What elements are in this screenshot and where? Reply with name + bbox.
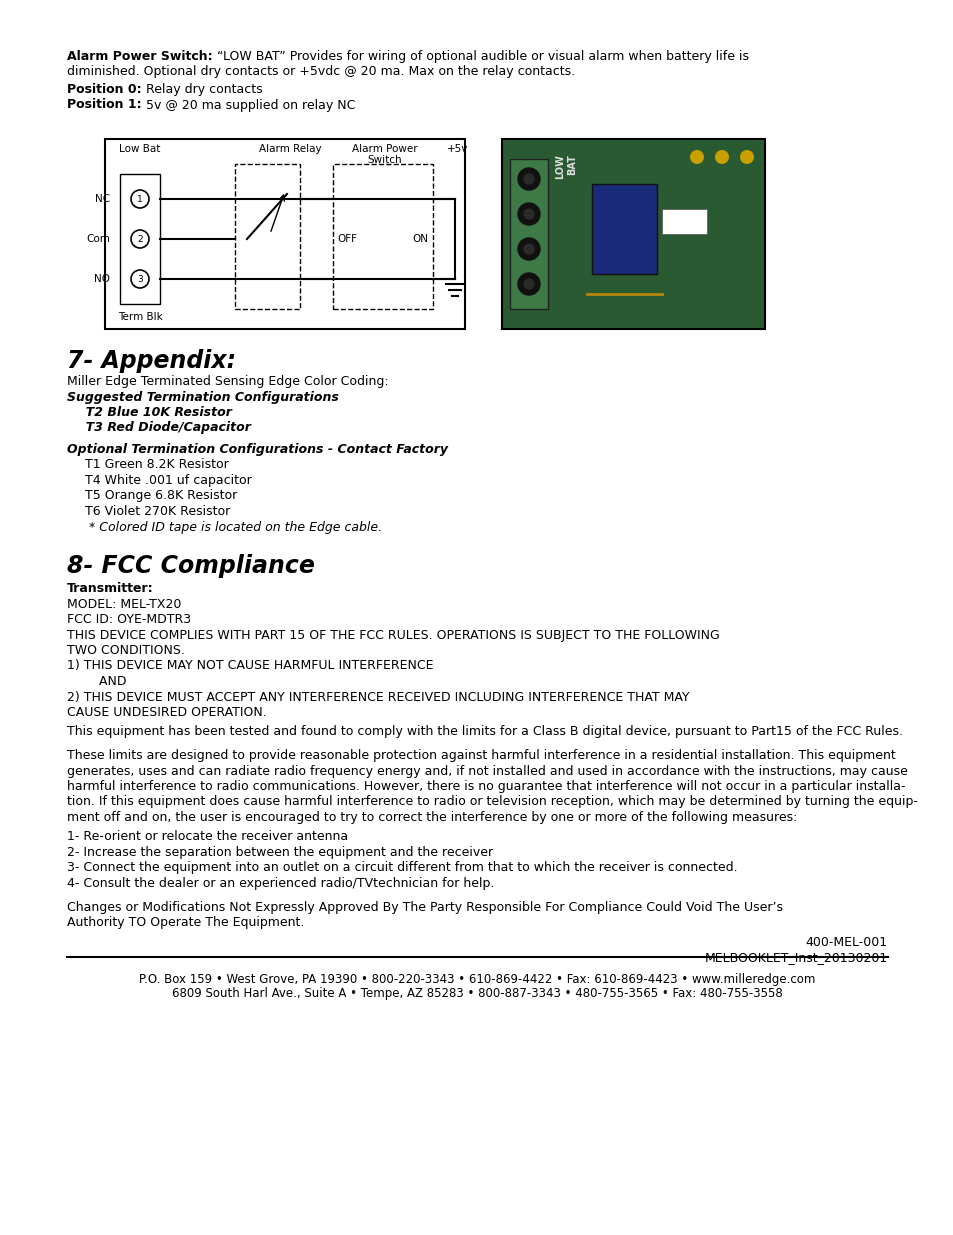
Circle shape [714,149,728,164]
Text: 1- Re-orient or relocate the receiver antenna: 1- Re-orient or relocate the receiver an… [67,830,348,844]
Text: generates, uses and can radiate radio frequency energy and, if not installed and: generates, uses and can radiate radio fr… [67,764,907,778]
Text: P.O. Box 159 • West Grove, PA 19390 • 800-220-3343 • 610-869-4422 • Fax: 610-869: P.O. Box 159 • West Grove, PA 19390 • 80… [139,973,814,986]
Text: Transmitter:: Transmitter: [67,582,153,595]
Circle shape [740,149,753,164]
Circle shape [689,149,703,164]
Text: CAUSE UNDESIRED OPERATION.: CAUSE UNDESIRED OPERATION. [67,706,267,719]
Text: Changes or Modifications Not Expressly Approved By The Party Responsible For Com: Changes or Modifications Not Expressly A… [67,900,782,914]
Text: Suggested Termination Configurations: Suggested Termination Configurations [67,390,338,404]
Text: Term Blk: Term Blk [117,312,162,322]
Text: Relay dry contacts: Relay dry contacts [141,83,262,96]
Text: This equipment has been tested and found to comply with the limits for a Class B: This equipment has been tested and found… [67,725,902,739]
Text: “LOW BAT” Provides for wiring of optional audible or visual alarm when battery l: “LOW BAT” Provides for wiring of optiona… [213,49,748,63]
Text: Switch: Switch [367,156,402,165]
Text: 1) THIS DEVICE MAY NOT CAUSE HARMFUL INTERFERENCE: 1) THIS DEVICE MAY NOT CAUSE HARMFUL INT… [67,659,433,673]
Text: AND: AND [87,676,127,688]
Text: T3 Red Diode/Capacitor: T3 Red Diode/Capacitor [77,421,251,435]
Bar [501,140,764,329]
Text: ON: ON [412,233,428,245]
Text: Position 1:: Position 1: [67,99,141,111]
Text: diminished. Optional dry contacts or +5vdc @ 20 ma. Max on the relay contacts.: diminished. Optional dry contacts or +5v… [67,65,575,79]
Bar [234,164,299,309]
Text: 3- Connect the equipment into an outlet on a circuit different from that to whic: 3- Connect the equipment into an outlet … [67,862,737,874]
Circle shape [517,273,539,295]
Text: OFF: OFF [336,233,356,245]
Text: Com: Com [86,233,110,245]
Text: THIS DEVICE COMPLIES WITH PART 15 OF THE FCC RULES. OPERATIONS IS SUBJECT TO THE: THIS DEVICE COMPLIES WITH PART 15 OF THE… [67,629,719,641]
Text: 4- Consult the dealer or an experienced radio/TVtechnician for help.: 4- Consult the dealer or an experienced … [67,877,494,890]
Text: T5 Orange 6.8K Resistor: T5 Orange 6.8K Resistor [77,489,237,503]
Text: 8- FCC Compliance: 8- FCC Compliance [67,555,314,578]
Text: 2: 2 [137,235,143,243]
Text: Authority TO Operate The Equipment.: Authority TO Operate The Equipment. [67,916,304,929]
Text: 6809 South Harl Ave., Suite A • Tempe, AZ 85283 • 800-887-3343 • 480-755-3565 • : 6809 South Harl Ave., Suite A • Tempe, A… [172,987,781,1000]
Bar [105,140,464,329]
Text: LOW: LOW [555,154,564,179]
Text: Miller Edge Terminated Sensing Edge Color Coding:: Miller Edge Terminated Sensing Edge Colo… [67,375,388,388]
Text: harmful interference to radio communications. However, there is no guarantee tha: harmful interference to radio communicat… [67,781,904,793]
Circle shape [517,168,539,190]
Text: tion. If this equipment does cause harmful interference to radio or television r: tion. If this equipment does cause harmf… [67,795,917,809]
Bar [333,164,433,309]
Bar [592,184,657,274]
Text: FCC ID: OYE-MDTR3: FCC ID: OYE-MDTR3 [67,613,191,626]
Circle shape [523,279,534,289]
Text: T4 White .001 uf capacitor: T4 White .001 uf capacitor [77,474,252,487]
Text: T1 Green 8.2K Resistor: T1 Green 8.2K Resistor [77,458,229,472]
Text: 3: 3 [137,274,143,284]
Text: MELBOOKLET_Inst_20130201: MELBOOKLET_Inst_20130201 [704,951,887,965]
Circle shape [517,203,539,225]
Text: Alarm Power: Alarm Power [352,144,417,154]
Text: TWO CONDITIONS.: TWO CONDITIONS. [67,643,185,657]
Text: T6 Violet 270K Resistor: T6 Violet 270K Resistor [77,505,230,517]
Text: 2- Increase the separation between the equipment and the receiver: 2- Increase the separation between the e… [67,846,493,860]
Circle shape [523,174,534,184]
Circle shape [523,209,534,219]
Text: +5v: +5v [447,144,468,154]
Circle shape [517,238,539,261]
Bar [661,209,706,233]
Text: These limits are designed to provide reasonable protection against harmful inter: These limits are designed to provide rea… [67,748,895,762]
Circle shape [523,245,534,254]
Text: NO: NO [94,274,110,284]
Bar [510,159,547,309]
Text: BAT: BAT [566,154,577,175]
Text: 7- Appendix:: 7- Appendix: [67,350,236,373]
Text: 1: 1 [137,194,143,204]
Text: 400-MEL-001: 400-MEL-001 [805,935,887,948]
Text: Position 0:: Position 0: [67,83,141,96]
Text: ment off and on, the user is encouraged to try to correct the interference by on: ment off and on, the user is encouraged … [67,811,797,824]
Text: NC: NC [94,194,110,204]
Text: Alarm Power Switch:: Alarm Power Switch: [67,49,213,63]
Text: T2 Blue 10K Resistor: T2 Blue 10K Resistor [77,406,232,419]
Text: 2) THIS DEVICE MUST ACCEPT ANY INTERFERENCE RECEIVED INCLUDING INTERFERENCE THAT: 2) THIS DEVICE MUST ACCEPT ANY INTERFERE… [67,690,689,704]
Text: 5v @ 20 ma supplied on relay NC: 5v @ 20 ma supplied on relay NC [141,99,355,111]
Text: Low Bat: Low Bat [119,144,160,154]
Bar [120,174,160,304]
Text: * Colored ID tape is located on the Edge cable.: * Colored ID tape is located on the Edge… [77,520,382,534]
Text: Alarm Relay: Alarm Relay [258,144,321,154]
Text: MODEL: MEL-TX20: MODEL: MEL-TX20 [67,598,181,610]
Text: Optional Termination Configurations - Contact Factory: Optional Termination Configurations - Co… [67,443,448,456]
